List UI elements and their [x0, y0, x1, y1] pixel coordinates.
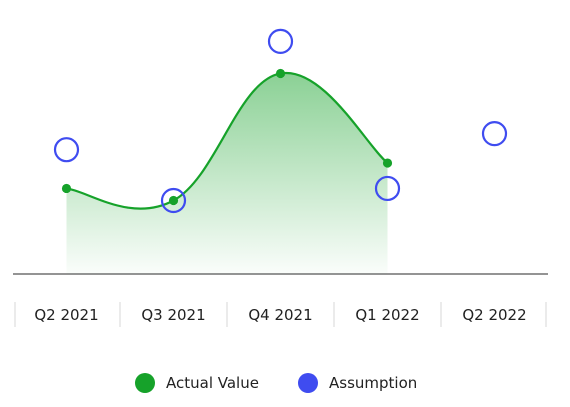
plot-area [53, 28, 508, 274]
x-tick-label: Q4 2021 [248, 306, 312, 324]
legend-label: Actual Value [166, 374, 259, 392]
actual-value-point[interactable] [61, 183, 72, 194]
assumption-point[interactable] [53, 137, 80, 163]
legend-item[interactable]: Actual Value [135, 373, 259, 393]
actual-value-area [66, 72, 388, 274]
legend-item[interactable]: Assumption [298, 373, 417, 393]
actual-value-point[interactable] [382, 158, 393, 168]
actual-value-line [66, 72, 389, 210]
legend: Actual Value Assumption [135, 373, 417, 393]
actual-value-point[interactable] [168, 195, 179, 206]
assumption-point[interactable] [160, 187, 187, 214]
legend-label: Assumption [329, 374, 417, 392]
legend-swatch [298, 373, 318, 393]
assumption-point[interactable] [374, 175, 401, 202]
assumption-point[interactable] [267, 28, 294, 54]
x-axis-ticks: Q2 2021 Q3 2021 Q4 2021 Q1 2022 Q2 2022 [14, 302, 547, 327]
x-tick-label: Q2 2021 [34, 306, 98, 324]
x-tick-label: Q1 2022 [355, 306, 419, 324]
x-tick-label: Q3 2021 [141, 306, 205, 324]
actual-value-point[interactable] [275, 68, 286, 79]
legend-swatch [135, 373, 155, 393]
assumption-point[interactable] [481, 121, 508, 147]
x-tick-label: Q2 2022 [462, 306, 526, 324]
